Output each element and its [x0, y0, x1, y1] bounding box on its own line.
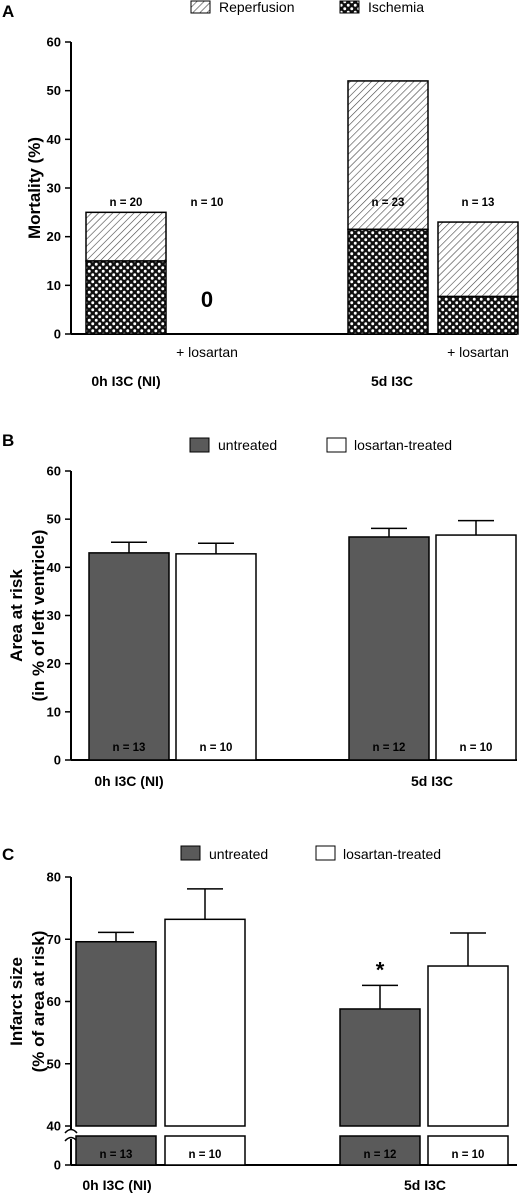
y-tick-label: 50 [47, 512, 61, 527]
group-label: 0h I3C (NI) [91, 373, 160, 389]
bar-losartan-treated-lower-segment [164, 1135, 246, 1166]
significance-asterisk: * [376, 957, 385, 982]
bar-untreated [88, 552, 170, 761]
bar-untreated-lower-segment [339, 1135, 421, 1166]
y-tick-label: 70 [47, 932, 61, 947]
y-axis-label-line-2: (in % of left ventricle) [29, 530, 48, 702]
sub-label-losartan: + losartan [447, 344, 509, 360]
bar-losartan-treated [164, 918, 246, 1127]
bar-ischemia [437, 295, 519, 335]
y-axis-label-line-1: Infarct size [7, 957, 26, 1046]
bar-untreated [348, 536, 430, 761]
y-tick-label: 30 [47, 608, 61, 623]
y-axis-label-line-2: (% of area at risk) [29, 931, 48, 1073]
bar-reperfusion [85, 211, 167, 262]
zero-value-label: 0 [201, 287, 213, 312]
y-tick-label: 0 [54, 327, 61, 342]
y-tick-label: 60 [47, 994, 61, 1009]
y-tick-label: 10 [47, 278, 61, 293]
panel-b-letter: B [2, 431, 14, 450]
y-tick-label: 0 [54, 753, 61, 768]
legend-label-ischemia: Ischemia [368, 0, 424, 15]
legend-swatch-losartan-treated [315, 845, 336, 861]
legend-swatch-untreated [189, 437, 210, 453]
y-tick-label: 0 [54, 1158, 61, 1173]
y-axis-label: Area at risk (in % of left ventricle) [7, 530, 48, 702]
y-tick-label: 50 [47, 1056, 61, 1071]
bar-losartan-treated [435, 534, 517, 761]
n-label: n = 10 [191, 197, 224, 209]
y-tick-label: 60 [47, 464, 61, 479]
bar-ischemia [85, 260, 167, 335]
n-label: n = 10 [200, 742, 233, 754]
bar-ischemia [347, 228, 429, 335]
bar-reperfusion [347, 80, 429, 231]
y-tick-label: 40 [47, 1119, 61, 1134]
n-label: n = 13 [113, 742, 146, 754]
n-label: n = 23 [372, 197, 405, 209]
n-label: n = 13 [100, 1149, 133, 1161]
n-label: n = 10 [452, 1149, 485, 1161]
n-label: n = 12 [364, 1149, 397, 1161]
y-axis-label: Infarct size (% of area at risk) [7, 931, 48, 1073]
y-tick-label: 50 [47, 83, 61, 98]
sub-label-losartan: + losartan [176, 344, 238, 360]
n-label: n = 10 [189, 1149, 222, 1161]
legend-label-losartan-treated: losartan-treated [343, 846, 441, 862]
legend-swatch-reperfusion [190, 0, 211, 14]
y-tick-label: 40 [47, 132, 61, 147]
panel-a-chart: 0 10 20 30 40 50 60 Mortality (%) n = 20 n = 10 0 +… [25, 0, 519, 389]
group-label: 0h I3C (NI) [82, 1177, 151, 1193]
y-tick-label: 80 [47, 870, 61, 885]
bar-losartan-treated [175, 553, 257, 761]
group-label: 5d I3C [411, 773, 453, 789]
y-axis-label-line-1: Area at risk [7, 569, 26, 662]
group-label: 5d I3C [404, 1177, 446, 1193]
n-label: n = 20 [110, 197, 143, 209]
y-tick-label: 60 [47, 35, 61, 50]
n-label: n = 13 [462, 197, 495, 209]
y-tick-label: 10 [47, 704, 61, 719]
legend-label-untreated: untreated [218, 437, 277, 453]
legend-label-untreated: untreated [209, 846, 268, 862]
panel-c-chart: 40 50 60 70 80 0 Infarct size (% of area at ris… [7, 845, 517, 1193]
bar-reperfusion [437, 221, 519, 298]
bar-untreated-lower-segment [75, 1135, 157, 1166]
bar-untreated [75, 940, 157, 1127]
legend-swatch-untreated [180, 845, 201, 861]
panel-a-letter: A [2, 2, 14, 21]
y-tick-label: 30 [47, 181, 61, 196]
y-tick-label: 40 [47, 560, 61, 575]
panel-b-chart: 0 10 20 30 40 50 60 Area at risk (in % of left v… [7, 437, 517, 789]
legend-swatch-losartan-treated [326, 437, 347, 453]
panel-c-letter: C [2, 845, 14, 864]
group-label: 0h I3C (NI) [94, 773, 163, 789]
bar-losartan-treated [427, 965, 509, 1127]
y-tick-label: 20 [47, 656, 61, 671]
y-axis-label: Mortality (%) [25, 137, 44, 239]
legend-label-losartan-treated: losartan-treated [354, 437, 452, 453]
bar-untreated [339, 1008, 421, 1127]
n-label: n = 10 [460, 742, 493, 754]
n-label: n = 12 [373, 742, 406, 754]
y-tick-label: 20 [47, 229, 61, 244]
legend-swatch-ischemia [339, 0, 360, 14]
bar-losartan-treated-lower-segment [427, 1135, 509, 1166]
axis-break-mark [64, 1128, 78, 1134]
legend-label-reperfusion: Reperfusion [219, 0, 295, 15]
group-label: 5d I3C [371, 373, 413, 389]
